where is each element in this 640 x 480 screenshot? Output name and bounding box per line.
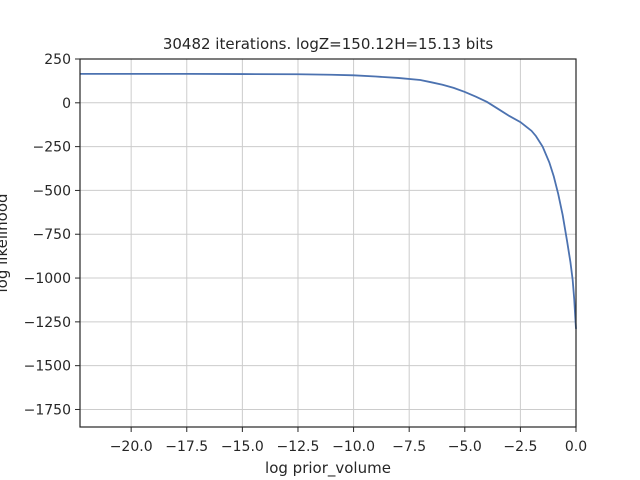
x-tick-label: −15.0 bbox=[221, 439, 264, 455]
x-tick-label: −2.5 bbox=[503, 439, 537, 455]
y-tick-label: −1250 bbox=[24, 315, 71, 331]
y-tick-label: −250 bbox=[33, 140, 71, 156]
x-tick-label: −20.0 bbox=[110, 439, 153, 455]
x-tick-label: −17.5 bbox=[165, 439, 208, 455]
series-line bbox=[80, 73, 577, 329]
y-tick-label: −750 bbox=[33, 227, 71, 243]
grid bbox=[80, 58, 577, 427]
x-tick-label: −5.0 bbox=[448, 439, 482, 455]
y-tick-label: −1750 bbox=[24, 402, 71, 418]
y-tick-label: −1500 bbox=[24, 359, 71, 375]
y-axis: 250 0 −250 −500 −750 −1000 −1250 −1500 −1750 bbox=[24, 52, 80, 418]
x-tick-label: 0.0 bbox=[565, 439, 587, 455]
y-tick-label: 0 bbox=[62, 96, 71, 112]
y-axis-label: log likelihood bbox=[0, 193, 11, 292]
y-tick-label: −1000 bbox=[24, 271, 71, 287]
x-tick-label: −7.5 bbox=[392, 439, 426, 455]
x-axis-label: log prior_volume bbox=[265, 459, 391, 478]
x-tick-label: −10.0 bbox=[332, 439, 375, 455]
chart-title: 30482 iterations. logZ=150.12H=15.13 bit… bbox=[163, 35, 494, 53]
plot-frame bbox=[79, 58, 577, 428]
x-axis: −20.0 −17.5 −15.0 −12.5 −10.0 −7.5 −5.0 −2.5 0.0 bbox=[110, 427, 587, 455]
y-tick-label: 250 bbox=[44, 52, 71, 68]
y-tick-label: −500 bbox=[33, 183, 71, 199]
x-tick-label: −12.5 bbox=[277, 439, 320, 455]
